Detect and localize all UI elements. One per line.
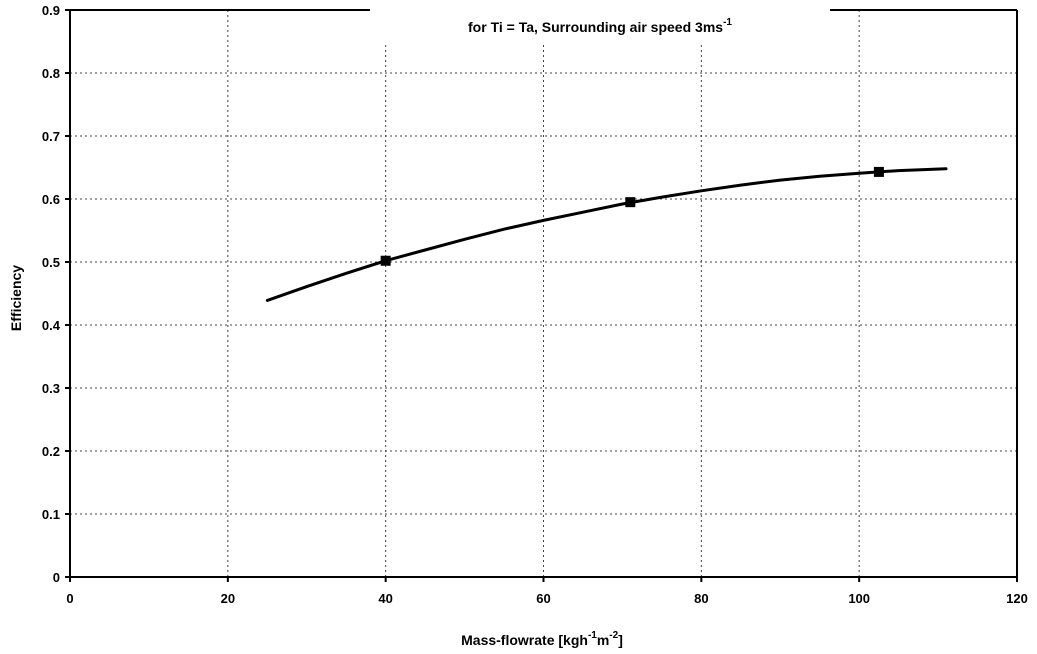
x-axis-label: Mass-flowrate [kgh-1m-2] bbox=[461, 630, 623, 648]
chart-subtitle-sup: -1 bbox=[723, 17, 732, 28]
y-tick-label-4: 0.4 bbox=[42, 318, 61, 333]
x-tick-label-3: 60 bbox=[536, 591, 550, 606]
y-tick-label-8: 0.8 bbox=[42, 66, 60, 81]
chart-subtitle: for Ti = Ta, Surrounding air speed 3ms-1 bbox=[468, 17, 732, 35]
y-axis-label: Efficiency bbox=[8, 265, 24, 331]
x-tick-label-5: 100 bbox=[848, 591, 870, 606]
data-point-marker-1 bbox=[625, 197, 636, 208]
gridlines bbox=[70, 9, 1018, 577]
y-tick-label-6: 0.6 bbox=[42, 192, 60, 207]
tick-labels: 0 0.1 0.2 0.3 0.4 0.5 0.6 0.7 0.8 0.9 0 20 40 60 80 100… bbox=[42, 3, 1028, 606]
x-axis-label-part-2: m bbox=[597, 632, 609, 648]
x-tick-label-2: 40 bbox=[378, 591, 392, 606]
y-tick-label-9: 0.9 bbox=[42, 3, 60, 18]
y-tick-label-7: 0.7 bbox=[42, 129, 60, 144]
x-tick-label-0: 0 bbox=[66, 591, 73, 606]
x-tick-label-6: 120 bbox=[1006, 591, 1028, 606]
y-tick-label-5: 0.5 bbox=[42, 255, 60, 270]
series bbox=[265, 166, 948, 302]
y-tick-label-0: 0 bbox=[53, 570, 60, 585]
x-axis-label-part-1: Mass-flowrate [kgh bbox=[461, 632, 588, 648]
y-tick-label-3: 0.3 bbox=[42, 381, 60, 396]
x-axis-label-sup-1: -1 bbox=[588, 630, 597, 641]
chart-subtitle-text: for Ti = Ta, Surrounding air speed 3ms bbox=[468, 19, 723, 35]
x-tick-label-1: 20 bbox=[221, 591, 235, 606]
title-background bbox=[370, 0, 830, 42]
x-axis-label-part-3: ] bbox=[618, 632, 623, 648]
data-point-marker-2 bbox=[873, 166, 884, 177]
x-tick-label-4: 80 bbox=[694, 591, 708, 606]
data-point-marker-0 bbox=[380, 255, 391, 266]
series-0-line bbox=[265, 167, 948, 302]
axes bbox=[65, 9, 1018, 582]
y-tick-label-2: 0.2 bbox=[42, 444, 60, 459]
y-tick-label-1: 0.1 bbox=[42, 507, 60, 522]
x-axis-label-sup-2: -2 bbox=[609, 630, 618, 641]
